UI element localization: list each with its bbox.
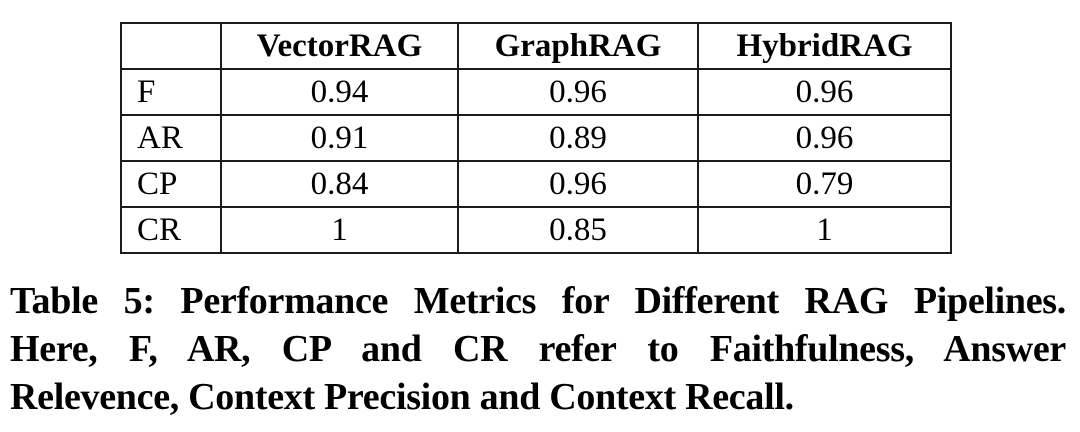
table-caption-line-1: Table 5: Performance Metrics for Differe…: [10, 280, 1066, 322]
metric-value-cell: 0.89: [457, 114, 699, 162]
row-label-ar: AR: [120, 114, 222, 162]
metric-value-cell: 0.94: [220, 68, 459, 116]
metric-value-cell: 0.96: [457, 160, 699, 208]
column-header-hybridrag: HybridRAG: [697, 22, 952, 70]
metric-value-cell: 0.96: [697, 114, 952, 162]
column-header-vectorrag: VectorRAG: [220, 22, 459, 70]
table-row-faithfulness: F 0.94 0.96 0.96: [120, 68, 952, 116]
metric-value-cell: 1: [220, 206, 459, 254]
table-caption: Table 5: Performance Metrics for Differe…: [10, 277, 1066, 421]
column-header-empty: [120, 22, 222, 70]
table-header-row: VectorRAG GraphRAG HybridRAG: [120, 22, 952, 70]
metric-value-cell: 0.85: [457, 206, 699, 254]
metric-value-cell: 1: [697, 206, 952, 254]
column-header-graphrag: GraphRAG: [457, 22, 699, 70]
metric-value-cell: 0.91: [220, 114, 459, 162]
metric-value-cell: 0.96: [457, 68, 699, 116]
row-label-f: F: [120, 68, 222, 116]
table-row-context-precision: CP 0.84 0.96 0.79: [120, 160, 952, 208]
metrics-table: VectorRAG GraphRAG HybridRAG F 0.94 0.96…: [120, 22, 952, 254]
metric-value-cell: 0.96: [697, 68, 952, 116]
table-row-answer-relevance: AR 0.91 0.89 0.96: [120, 114, 952, 162]
metric-value-cell: 0.79: [697, 160, 952, 208]
table-caption-line-2: Here, F, AR, CP and CR refer to Faithful…: [10, 328, 1066, 370]
row-label-cp: CP: [120, 160, 222, 208]
table-caption-line-3: Relevence, Context Precision and Context…: [10, 376, 794, 418]
metric-value-cell: 0.84: [220, 160, 459, 208]
row-label-cr: CR: [120, 206, 222, 254]
table-row-context-recall: CR 1 0.85 1: [120, 206, 952, 254]
